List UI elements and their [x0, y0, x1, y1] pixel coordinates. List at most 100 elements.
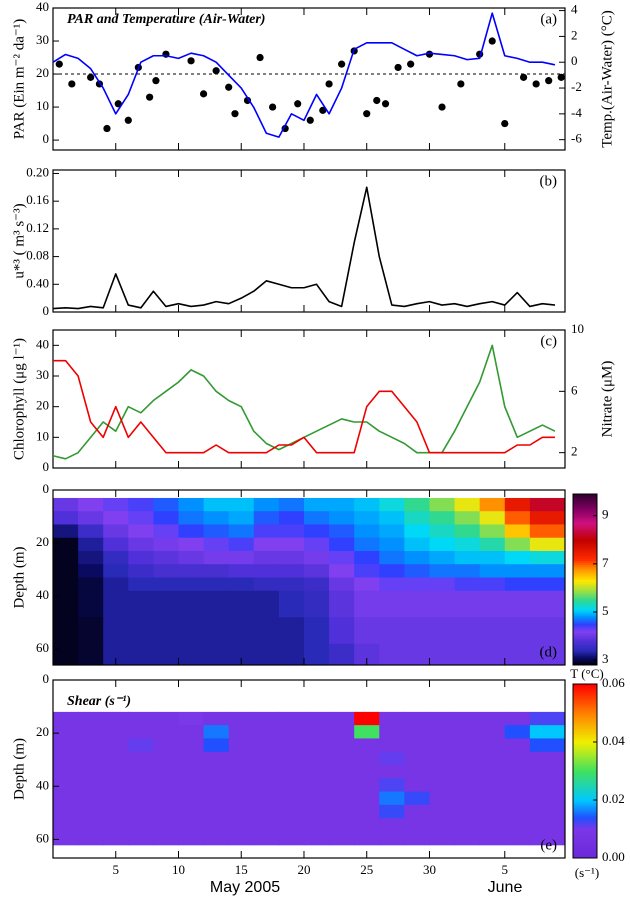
colorbar-swatch — [573, 691, 597, 695]
colorbar-swatch — [573, 613, 597, 617]
colorbar-swatch — [573, 543, 597, 546]
data-dot — [294, 100, 302, 108]
heatmap-cell — [228, 617, 255, 645]
heatmap-cell — [53, 497, 79, 512]
colorbar-swatch — [573, 568, 597, 571]
heatmap-cell — [128, 577, 154, 592]
heatmap-cell — [253, 725, 280, 740]
colorbar-swatch — [573, 782, 597, 786]
y-axis-label: Depth (m) — [11, 738, 27, 800]
heatmap-cell — [429, 818, 456, 833]
heatmap-cell — [53, 778, 79, 793]
heatmap-cell — [454, 818, 481, 833]
heatmap-cell — [354, 765, 380, 779]
heatmap-cell — [228, 778, 255, 793]
heatmap-cell — [203, 804, 230, 819]
heatmap-cell — [278, 643, 305, 665]
heatmap-cell — [153, 791, 180, 806]
heatmap-cell — [329, 497, 355, 512]
heatmap-cell — [379, 831, 405, 846]
heatmap-cell — [278, 524, 305, 539]
x-tick-label: 5 — [112, 862, 119, 877]
heatmap-cell — [153, 778, 180, 793]
colorbar-swatch — [573, 556, 597, 560]
heatmap-cell — [53, 577, 79, 592]
colorbar-swatch — [573, 646, 597, 649]
heatmap-cell — [379, 590, 405, 618]
heatmap-cell — [228, 550, 255, 565]
colorbar-swatch — [573, 644, 597, 647]
heatmap-cell — [479, 738, 506, 753]
heatmap-cell — [479, 725, 506, 740]
heatmap-cell — [354, 564, 380, 579]
heatmap-cell — [278, 765, 305, 779]
data-line — [52, 186, 556, 310]
heatmap-cell — [354, 550, 380, 565]
heatmap-cell — [228, 738, 255, 753]
heatmap-cell — [178, 765, 205, 779]
heatmap-cell — [153, 524, 180, 539]
colorbar-swatch — [573, 611, 597, 615]
heatmap-cell — [404, 778, 431, 793]
colorbar-swatch — [573, 494, 597, 497]
y-axis-label: PAR (Ein m⁻² da⁻¹) — [11, 19, 27, 140]
heatmap-cell — [504, 511, 531, 526]
heatmap-cell — [203, 738, 230, 753]
heatmap-cell — [178, 511, 205, 526]
heatmap-cell — [128, 725, 154, 740]
colorbar-swatch — [573, 736, 597, 739]
y2-tick-label: -2 — [571, 79, 582, 94]
data-dot — [225, 83, 233, 91]
colorbar-swatch — [573, 726, 597, 729]
heatmap-cell — [253, 564, 280, 579]
heatmap-cell — [303, 751, 330, 766]
heatmap-cell — [504, 617, 531, 645]
x-tick-label: 25 — [360, 862, 373, 877]
heatmap-cell — [303, 804, 330, 819]
heatmap-cell — [253, 831, 280, 846]
panel-title: PAR and Temperature (Air-Water) — [67, 12, 265, 27]
colorbar-swatch — [573, 838, 597, 842]
colorbar-swatch — [573, 495, 597, 499]
colorbar-swatch — [573, 535, 597, 539]
colorbar-swatch — [573, 819, 597, 822]
heatmap-cell — [253, 738, 280, 753]
heatmap-cell — [379, 751, 405, 766]
colorbar-swatch — [573, 499, 597, 503]
heatmap-cell — [404, 738, 431, 753]
heatmap-cell — [153, 765, 180, 779]
heatmap-cell — [253, 511, 280, 526]
heatmap-cell — [53, 511, 79, 526]
heatmap-cell — [454, 804, 481, 819]
colorbar-swatch — [573, 703, 597, 706]
heatmap-cell — [103, 738, 129, 753]
heatmap-cell — [504, 804, 531, 819]
heatmap-cell — [153, 738, 180, 753]
heatmap-cell — [429, 564, 456, 579]
colorbar-swatch — [573, 743, 597, 747]
heatmap-cell — [379, 778, 405, 793]
colorbar-swatch — [573, 821, 597, 824]
colorbar-swatch — [573, 554, 597, 558]
heatmap-cell — [379, 511, 405, 526]
y-tick-label: 0.40 — [26, 275, 49, 290]
colorbar-swatch — [573, 829, 597, 832]
heatmap-cell — [228, 725, 255, 740]
heatmap-cell — [228, 524, 255, 539]
heatmap-cell — [178, 751, 205, 766]
heatmap-cell — [429, 617, 456, 645]
data-dot — [545, 77, 553, 85]
heatmap — [53, 711, 565, 846]
heatmap-cell — [404, 590, 431, 618]
colorbar-swatch — [573, 575, 597, 579]
colorbar-swatch — [573, 532, 597, 535]
colorbar-swatch — [573, 583, 597, 586]
colorbar-swatch — [573, 836, 597, 840]
colorbar-swatch — [573, 566, 597, 569]
heatmap-cell — [504, 791, 531, 806]
y-tick-label: 30 — [36, 32, 49, 47]
heatmap-cell — [178, 778, 205, 793]
colorbar-swatch — [573, 522, 597, 525]
heatmap-cell — [278, 738, 305, 753]
heatmap-cell — [103, 778, 129, 793]
